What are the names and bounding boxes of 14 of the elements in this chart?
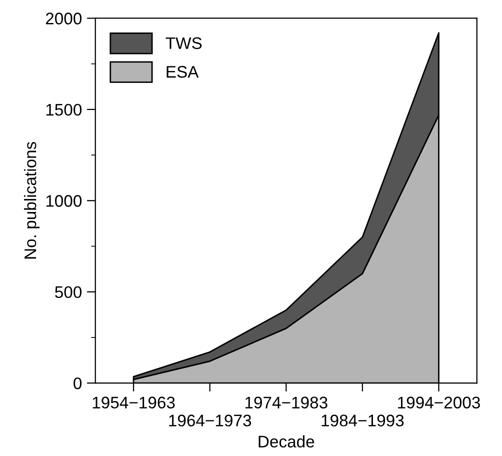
y-tick-label: 2000 (46, 12, 82, 24)
y-tick-label: 1000 (46, 195, 82, 207)
legend-label: ESA (166, 66, 199, 78)
y-axis-title: No. publications (24, 142, 40, 259)
y-tick-label: 0 (74, 377, 82, 390)
x-tick-label: 1964−1973 (169, 414, 252, 426)
y-tick-label: 1500 (46, 104, 82, 116)
y-tick-label: 500 (55, 286, 82, 298)
x-tick-label: 1994−2003 (398, 396, 480, 408)
x-tick-label: 1974−1983 (245, 396, 328, 408)
x-tick-label: 1984−1993 (322, 414, 404, 426)
legend-label: TWS (166, 37, 202, 50)
x-axis-title: Decade (258, 435, 314, 448)
x-tick-label: 1954−1963 (92, 396, 175, 408)
